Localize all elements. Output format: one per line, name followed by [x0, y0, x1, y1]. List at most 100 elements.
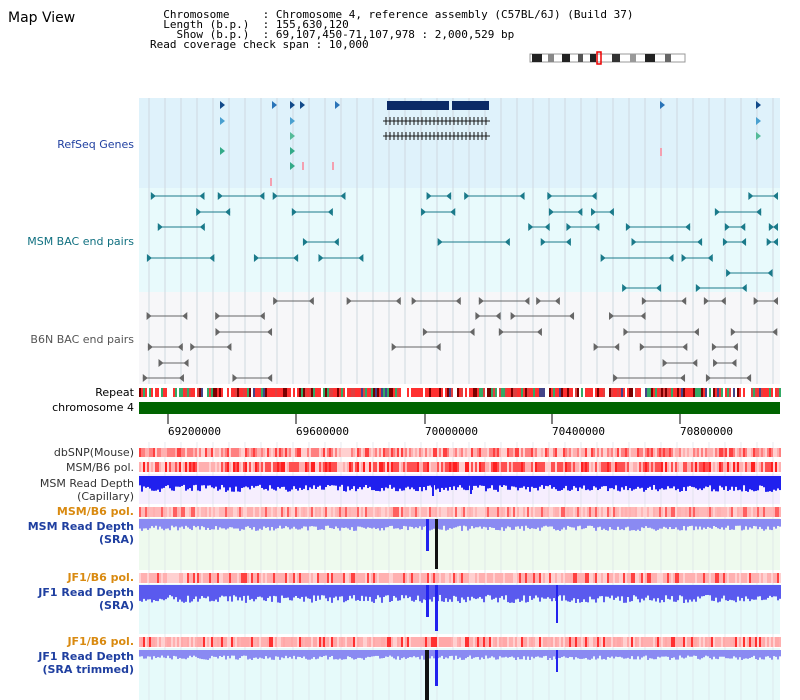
polymorphism-segment: [341, 637, 343, 647]
repeat-segment: [709, 388, 711, 397]
bac-end: [668, 254, 674, 262]
polymorphism-segment: [397, 637, 399, 647]
repeat-segment: [715, 388, 717, 397]
polymorphism-segment: [743, 462, 745, 472]
polymorphism-segment: [741, 573, 743, 583]
polymorphism-segment: [429, 448, 431, 457]
polymorphism-segment: [387, 507, 389, 517]
polymorphism-segment: [465, 448, 467, 457]
depth-bar: [385, 476, 387, 488]
depth-bar: [431, 585, 433, 602]
polymorphism-segment: [165, 448, 167, 457]
polymorphism-segment: [347, 637, 349, 647]
depth-bar: [717, 585, 719, 603]
repeat-segment: [295, 388, 297, 397]
polymorphism-segment: [377, 573, 379, 583]
depth-bar: [181, 650, 183, 659]
depth-bar: [261, 650, 263, 659]
depth-bar: [717, 476, 719, 492]
depth-bar: [321, 519, 323, 530]
depth-bar: [653, 519, 655, 530]
b6n-bac-track[interactable]: [142, 297, 778, 382]
depth-bar: [717, 650, 719, 660]
repeat-segment: [751, 388, 753, 397]
depth-bar: [173, 585, 175, 600]
repeat-segment: [533, 388, 535, 397]
polymorphism-segment: [187, 573, 189, 583]
chromosome-bar[interactable]: [139, 402, 780, 414]
repeat-track[interactable]: [139, 388, 781, 397]
depth-bar: [193, 585, 195, 600]
polymorphism-segment: [697, 573, 699, 583]
depth-bar: [233, 585, 235, 596]
depth-bar: [651, 476, 653, 490]
depth-bar: [233, 650, 235, 656]
polymorphism-segment: [593, 573, 595, 583]
depth-bar: [165, 650, 167, 659]
depth-bar: [411, 476, 413, 488]
depth-bar: [529, 476, 531, 492]
depth-bar: [699, 585, 701, 599]
depth-bar: [465, 476, 467, 491]
polymorphism-segment: [741, 448, 743, 457]
polymorphism-segment: [231, 573, 233, 583]
polymorphism-segment: [159, 573, 161, 583]
msm-bac-track[interactable]: [146, 192, 778, 292]
depth-bar: [713, 476, 715, 490]
depth-bar: [157, 476, 159, 490]
polymorphism-tracks[interactable]: [139, 448, 781, 647]
depth-bar: [269, 476, 271, 486]
polymorphism-segment: [513, 462, 515, 472]
polymorphism-segment: [725, 507, 727, 517]
polymorphism-segment: [421, 507, 423, 517]
polymorphism-segment: [693, 637, 695, 647]
bac-end: [768, 223, 774, 231]
polymorphism-segment: [223, 507, 225, 517]
depth-bar: [585, 650, 587, 658]
polymorphism-segment: [433, 573, 435, 583]
polymorphism-segment: [255, 507, 257, 517]
polymorphism-segment: [443, 448, 445, 457]
depth-bar: [703, 585, 705, 597]
depth-bar: [537, 585, 539, 598]
coverage-row: Read coverage check span : 10,000: [150, 38, 369, 51]
refseq-genes-label[interactable]: RefSeq Genes: [57, 138, 134, 151]
polymorphism-segment: [315, 637, 317, 647]
polymorphism-segment: [735, 573, 737, 583]
depth-bar: [175, 519, 177, 527]
depth-bar: [445, 650, 447, 658]
repeat-segment: [165, 388, 167, 397]
polymorphism-segment: [759, 448, 761, 457]
depth-bar: [635, 650, 637, 660]
polymorphism-segment: [197, 462, 199, 472]
b6n-bac-label[interactable]: B6N BAC end pairs: [30, 333, 134, 346]
polymorphism-segment: [487, 448, 489, 457]
polymorphism-segment: [249, 448, 251, 457]
polymorphism-segment: [175, 637, 177, 647]
depth-bar: [411, 650, 413, 658]
repeat-segment: [193, 388, 195, 397]
bac-end: [639, 343, 645, 351]
depth-bar: [403, 650, 405, 658]
depth-bar: [507, 476, 509, 490]
polymorphism-segment: [689, 507, 691, 517]
depth-bar: [481, 585, 483, 599]
polymorphism-segment: [173, 507, 175, 517]
chromosome-ideogram[interactable]: [529, 51, 686, 65]
depth-bar: [625, 519, 627, 528]
depth-bar: [669, 519, 671, 528]
polymorphism-segment: [753, 637, 755, 647]
bac-end: [267, 374, 273, 382]
refseq-genes-track[interactable]: [220, 101, 761, 186]
depth-bar: [265, 519, 267, 528]
repeat-segment: [297, 388, 299, 397]
polymorphism-segment: [455, 507, 457, 517]
depth-bar: [245, 476, 247, 487]
polymorphism-segment: [509, 448, 511, 457]
read-depth-tracks[interactable]: [139, 476, 781, 700]
depth-bar: [239, 585, 241, 598]
msm-bac-label[interactable]: MSM BAC end pairs: [27, 235, 134, 248]
depth-bar: [655, 585, 657, 602]
depth-bar: [297, 585, 299, 598]
